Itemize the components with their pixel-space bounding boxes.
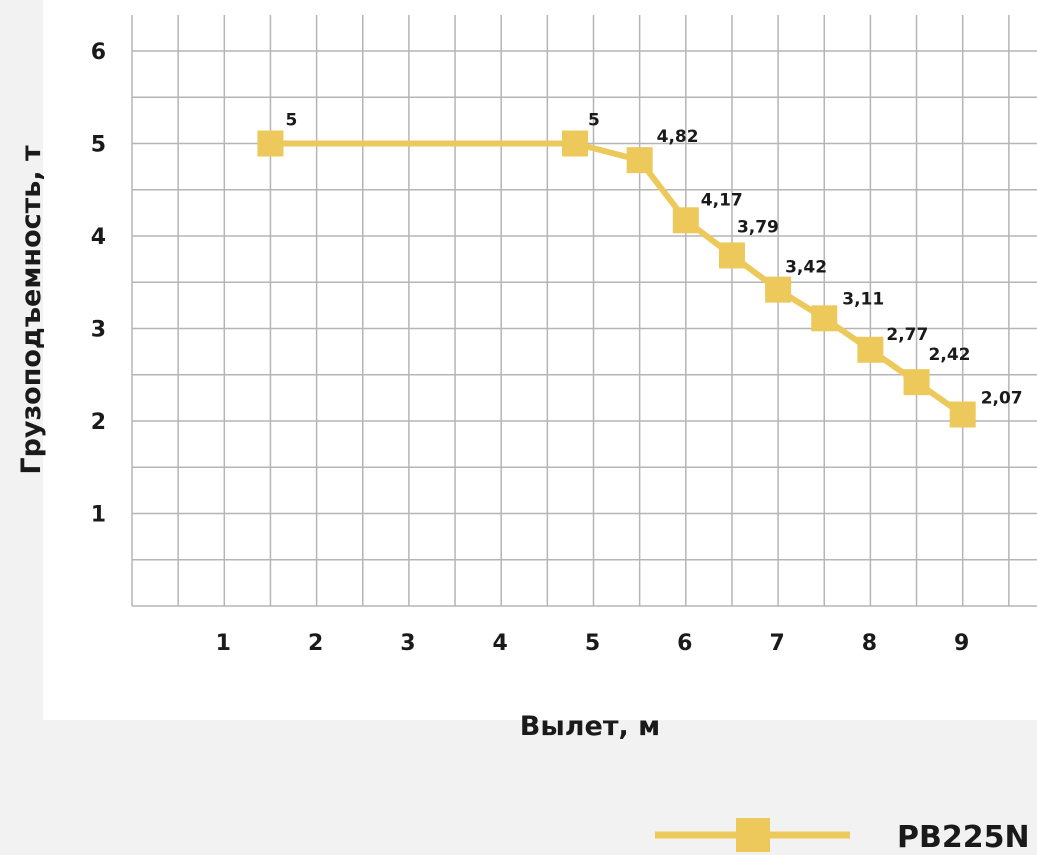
grid <box>131 15 1037 607</box>
y-tick-label: 3 <box>91 318 106 343</box>
data-point-marker <box>903 369 930 396</box>
x-tick-label: 9 <box>954 631 969 656</box>
data-label: 2,77 <box>886 325 928 345</box>
x-tick-label: 7 <box>769 631 784 656</box>
data-label: 3,11 <box>842 289 884 309</box>
series-line <box>270 140 965 417</box>
legend: PB225N <box>655 818 1030 855</box>
x-axis-title: Вылет, м <box>520 711 660 742</box>
y-tick-label: 2 <box>91 410 106 435</box>
data-point-marker <box>857 336 884 363</box>
data-labels: 5 5 4,82 4,17 3,79 3,42 3,112,772,42 2,07 <box>285 111 1022 409</box>
data-point-marker <box>765 276 792 303</box>
y-tick-label: 5 <box>91 133 106 158</box>
data-point-marker <box>672 207 699 234</box>
data-point-marker <box>811 305 838 332</box>
x-tick-label: 1 <box>216 631 231 656</box>
x-tick-label: 3 <box>400 631 415 656</box>
x-tick-label: 8 <box>862 631 877 656</box>
data-point-marker <box>562 130 589 157</box>
data-label: 2,42 <box>929 345 971 365</box>
y-tick-label: 4 <box>91 225 106 250</box>
legend-label: PB225N <box>897 820 1030 855</box>
legend-marker <box>736 818 770 852</box>
data-point-marker <box>718 242 745 269</box>
y-tick-label: 6 <box>91 40 106 65</box>
data-label: 4,17 <box>701 190 743 210</box>
x-tick-label: 6 <box>677 631 692 656</box>
y-axis-title: Грузоподъемность, т <box>16 145 47 475</box>
series-layer <box>257 130 976 428</box>
data-label: 5 <box>588 111 600 131</box>
data-point-marker <box>257 130 284 157</box>
y-tick-label: 1 <box>91 503 106 528</box>
data-label: 5 <box>285 111 297 131</box>
x-tick-label: 4 <box>493 631 508 656</box>
data-label: 3,79 <box>737 217 779 237</box>
data-point-marker <box>949 401 976 428</box>
x-tick-label: 5 <box>585 631 600 656</box>
data-point-marker <box>626 147 653 174</box>
tick-labels: 1 2 3 4 5 6 7 8 9 1 2 3 4 5 6 <box>91 40 970 656</box>
data-label: 4,82 <box>657 127 699 147</box>
data-label: 3,42 <box>785 258 827 278</box>
data-label: 2,07 <box>981 389 1023 409</box>
x-tick-label: 2 <box>308 631 323 656</box>
